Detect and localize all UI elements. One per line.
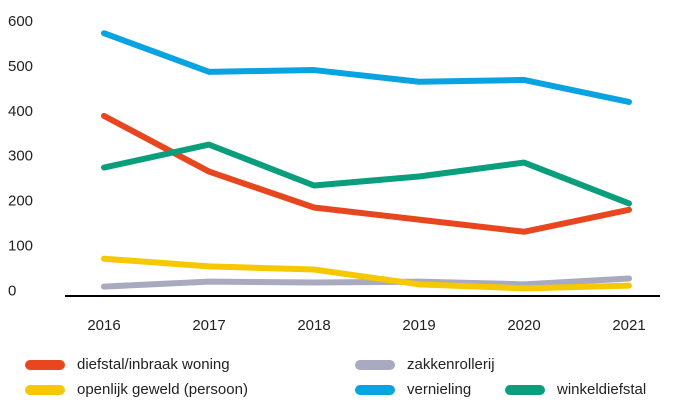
y-tick-label: 600	[8, 13, 33, 30]
series-line	[101, 112, 632, 235]
legend-label: diefstal/inbraak woning	[77, 356, 230, 373]
legend-label: zakkenrollerij	[407, 356, 495, 373]
legend-label: openlijk geweld (persoon)	[77, 381, 248, 398]
y-tick-label: 100	[8, 238, 33, 255]
legend-label: vernieling	[407, 381, 471, 398]
series-line	[101, 30, 632, 105]
legend-label: winkeldiefstal	[556, 381, 646, 398]
x-tick-label: 2021	[612, 317, 645, 334]
y-tick-label: 300	[8, 148, 33, 165]
y-tick-label: 0	[8, 282, 16, 299]
series-line	[101, 141, 632, 207]
series-line	[101, 255, 632, 292]
series-line	[101, 275, 632, 290]
x-tick-label: 2016	[87, 317, 120, 334]
x-tick-label: 2020	[507, 317, 540, 334]
y-tick-label: 400	[8, 103, 33, 120]
x-tick-label: 2018	[297, 317, 330, 334]
y-tick-label: 200	[8, 193, 33, 210]
x-tick-label: 2019	[402, 317, 435, 334]
y-tick-label: 500	[8, 58, 33, 75]
x-tick-label: 2017	[192, 317, 225, 334]
